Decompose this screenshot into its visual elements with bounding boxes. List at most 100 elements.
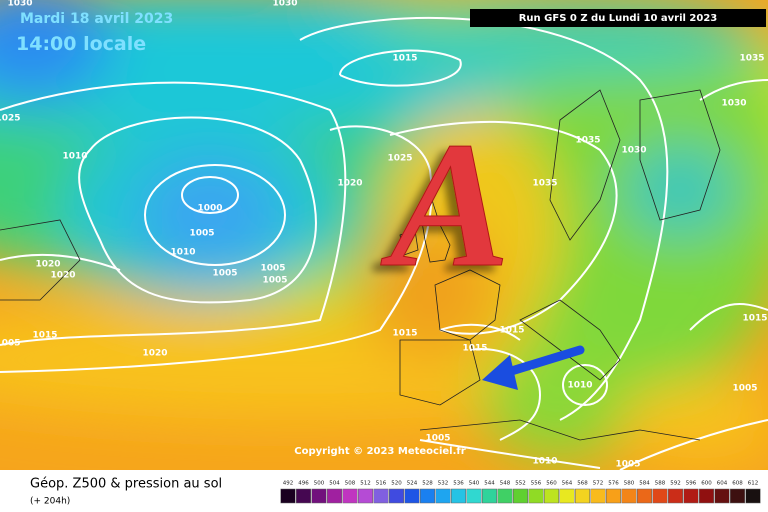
scale-label: 604 bbox=[717, 481, 728, 487]
scale-swatch bbox=[606, 488, 621, 504]
scale-swatch bbox=[745, 488, 761, 504]
scale-swatch bbox=[575, 488, 590, 504]
scale-label: 496 bbox=[298, 481, 309, 487]
scale-label: 588 bbox=[655, 481, 666, 487]
isobar-label: 1025 bbox=[387, 154, 412, 164]
scale-label: 548 bbox=[500, 481, 511, 487]
scale-label: 544 bbox=[484, 481, 495, 487]
isobar-label: 1020 bbox=[50, 271, 75, 281]
scale-swatch bbox=[342, 488, 358, 504]
scale-swatch bbox=[699, 488, 714, 504]
high-pressure-marker: A bbox=[380, 105, 510, 304]
scale-swatch bbox=[683, 488, 699, 504]
scale-swatch bbox=[621, 488, 637, 504]
isobar-label: 1015 bbox=[392, 54, 417, 64]
scale-label: 516 bbox=[376, 481, 387, 487]
scale-label: 568 bbox=[577, 481, 588, 487]
scale-swatch bbox=[280, 488, 296, 504]
scale-label: 608 bbox=[732, 481, 743, 487]
isobar-label: 1015 bbox=[499, 326, 524, 336]
scale-label: 520 bbox=[391, 481, 402, 487]
scale-swatch bbox=[559, 488, 575, 504]
isobar-label: 1020 bbox=[35, 260, 60, 270]
isobar-label: 1005 bbox=[615, 460, 640, 470]
lead-time: (+ 204h) bbox=[30, 497, 70, 507]
scale-label: 592 bbox=[670, 481, 681, 487]
scale-swatch bbox=[652, 488, 668, 504]
scale-label: 508 bbox=[345, 481, 356, 487]
isobars bbox=[0, 17, 768, 470]
scale-swatch bbox=[373, 488, 389, 504]
scale-label: 500 bbox=[314, 481, 325, 487]
scale-swatch bbox=[730, 488, 745, 504]
scale-label: 556 bbox=[531, 481, 542, 487]
isobar-label: 1030 bbox=[272, 0, 297, 9]
scale-swatch bbox=[637, 488, 652, 504]
scale-swatch bbox=[420, 488, 435, 504]
scale-swatch bbox=[296, 488, 311, 504]
isobar-label: 1005 bbox=[260, 264, 285, 274]
isobar-label: 1020 bbox=[337, 179, 362, 189]
isobar-label: 1015 bbox=[742, 314, 767, 324]
isobar-label-layer: 1030 1030 1015 1035 1025 1030 1035 1030 1010 1025… bbox=[0, 0, 768, 470]
date: Mardi 18 avril 2023 bbox=[20, 11, 173, 27]
scale-label: 540 bbox=[469, 481, 480, 487]
scale-label: 560 bbox=[546, 481, 557, 487]
scale-swatch bbox=[528, 488, 544, 504]
isobar-label: 1015 bbox=[462, 344, 487, 354]
isobar-label: 1010 bbox=[567, 381, 592, 391]
scale-label: 564 bbox=[562, 481, 573, 487]
scale-label: 512 bbox=[360, 481, 371, 487]
scale-swatch bbox=[513, 488, 528, 504]
scale-swatch bbox=[435, 488, 451, 504]
isobar-label: 1015 bbox=[32, 331, 57, 341]
footer-title: Géop. Z500 & pression au sol bbox=[30, 477, 222, 492]
coastlines bbox=[0, 89, 721, 441]
isobar-label: 1010 bbox=[62, 152, 87, 162]
isobar-label: 1005 bbox=[189, 229, 214, 239]
scale-swatch bbox=[311, 488, 327, 504]
scale-label: 584 bbox=[639, 481, 650, 487]
scale-label: 552 bbox=[515, 481, 526, 487]
isobar-label: 1035 bbox=[532, 179, 557, 189]
scale-swatch bbox=[714, 488, 730, 504]
arrow bbox=[482, 345, 585, 390]
scale-swatch bbox=[451, 488, 466, 504]
scale-swatch bbox=[668, 488, 683, 504]
isobar-label: 1035 bbox=[575, 136, 600, 146]
color-scale: 492 496 500 504 508 512 516 520 524 528 532 536 540 5… bbox=[280, 481, 761, 504]
isobar-label: 1005 bbox=[262, 276, 287, 286]
time: 14:00 locale bbox=[16, 33, 146, 55]
field: 1030 1030 1015 1035 1025 1030 1035 1030 1010 1025… bbox=[0, 0, 768, 470]
scale-label: 528 bbox=[422, 481, 433, 487]
scale-label: 524 bbox=[407, 481, 418, 487]
isobar-label: 1010 bbox=[170, 248, 195, 258]
scale-label: 596 bbox=[686, 481, 697, 487]
scale-swatch bbox=[327, 488, 342, 504]
scale-swatch bbox=[404, 488, 420, 504]
scale-swatch bbox=[466, 488, 482, 504]
copyright: Copyright © 2023 Meteociel.fr bbox=[294, 446, 465, 457]
isobar-label: 1020 bbox=[142, 349, 167, 359]
run: Run GFS 0 Z du Lundi 10 avril 2023 bbox=[519, 13, 718, 24]
isobar-label: 1005 bbox=[425, 434, 450, 444]
isobar-label: 1030 bbox=[721, 99, 746, 109]
scale-swatch bbox=[544, 488, 559, 504]
scale-label: 536 bbox=[453, 481, 464, 487]
isobar-label: 1015 bbox=[392, 329, 417, 339]
scale-swatch bbox=[482, 488, 497, 504]
isobar-label: 1010 bbox=[532, 457, 557, 467]
isobar-label: 1030 bbox=[7, 0, 32, 9]
isobar-label: 1005 bbox=[732, 384, 757, 394]
scale-label: 580 bbox=[624, 481, 635, 487]
scale-label: 612 bbox=[748, 481, 759, 487]
scale-swatch bbox=[358, 488, 373, 504]
isobar-label: 1000 bbox=[197, 204, 222, 214]
scale-label: 532 bbox=[438, 481, 449, 487]
scale-label: 600 bbox=[701, 481, 712, 487]
scale-swatch bbox=[497, 488, 513, 504]
scale-label: 492 bbox=[283, 481, 294, 487]
isobar-label: 1030 bbox=[621, 146, 646, 156]
